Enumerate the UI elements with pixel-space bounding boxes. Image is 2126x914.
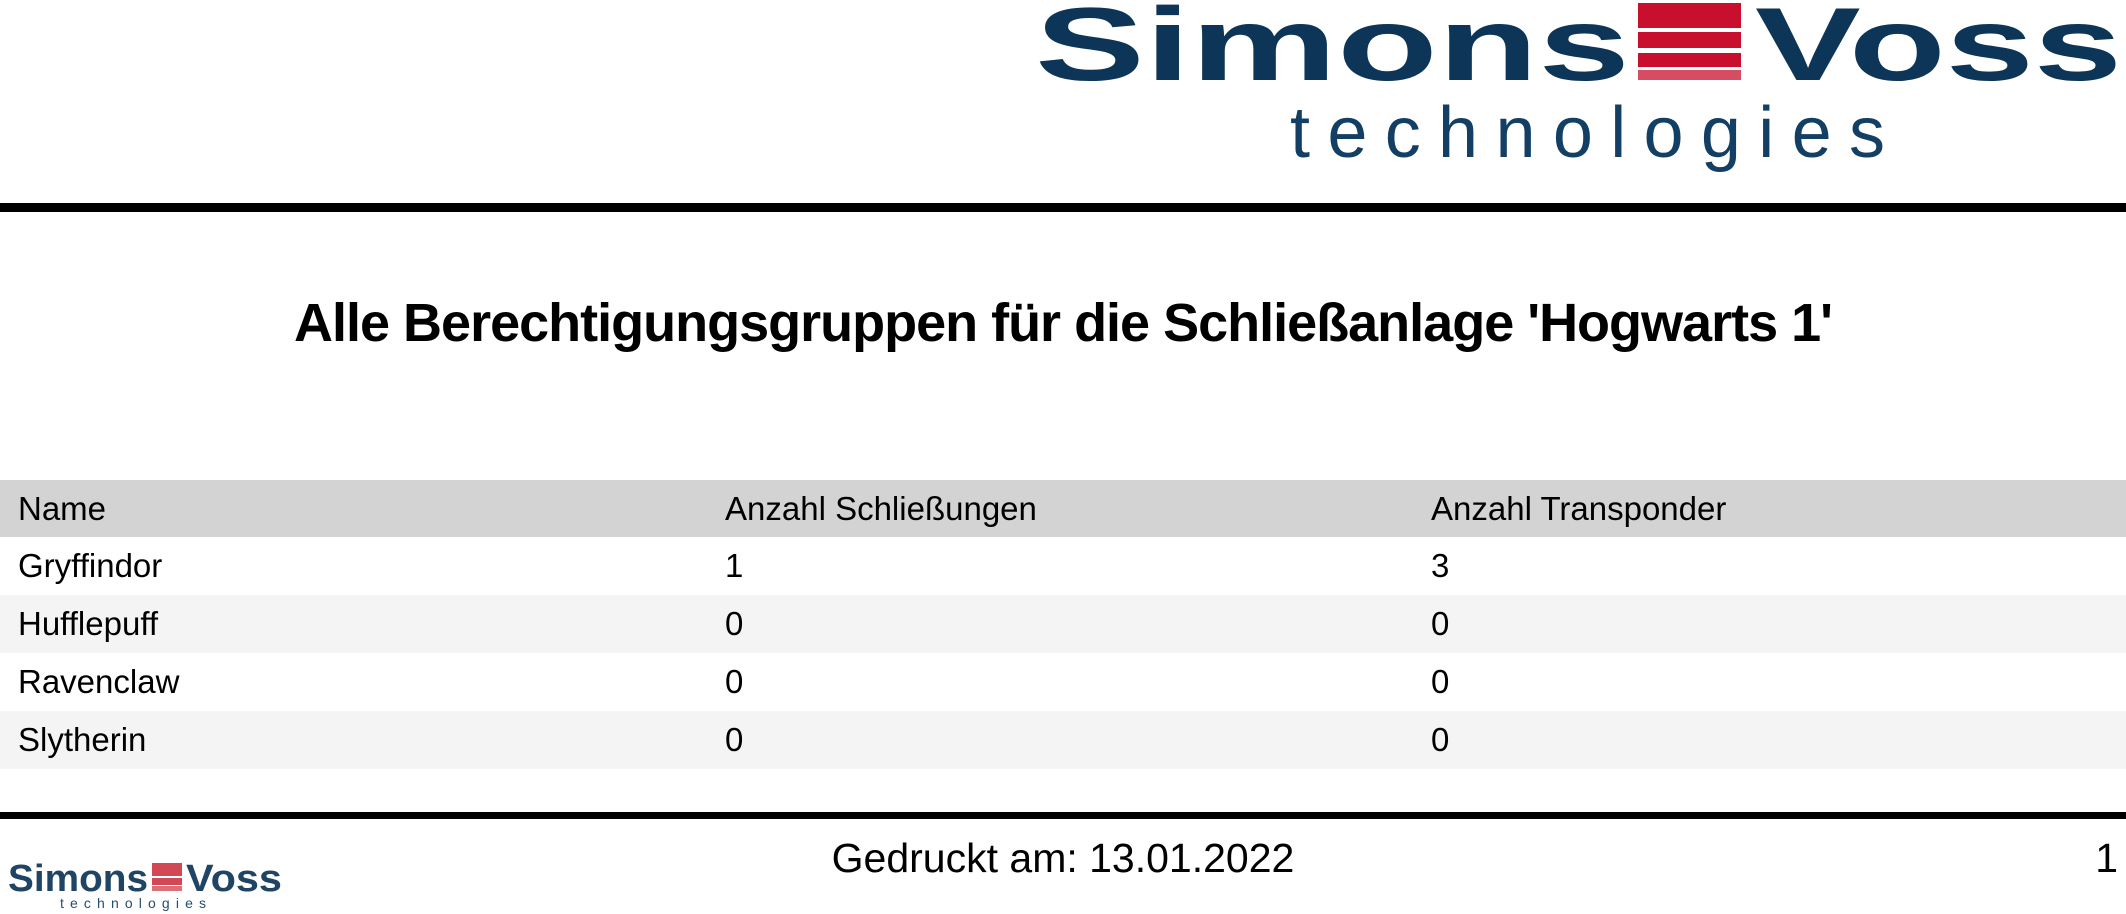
cell-schliessungen: 0 — [725, 605, 744, 642]
footer-logo-word-voss: Voss — [186, 858, 282, 900]
simonsvoss-footer-logo: Simons Voss technologies — [8, 858, 282, 911]
page-title: Alle Berechtigungsgruppen für die Schlie… — [294, 293, 1833, 353]
cell-schliessungen: 0 — [725, 663, 744, 700]
page-number: 1 — [2095, 835, 2118, 881]
cell-name: Gryffindor — [18, 547, 163, 584]
logo-red-bars-icon — [1638, 3, 1741, 80]
cell-transponder: 0 — [1431, 605, 1450, 642]
cell-schliessungen: 0 — [725, 721, 744, 758]
footer-logo-word-simons: Simons — [8, 858, 148, 900]
footer-divider-rule — [0, 812, 2126, 819]
header-divider-rule — [0, 203, 2126, 212]
cell-schliessungen: 1 — [725, 547, 744, 584]
column-header-name: Name — [18, 490, 107, 527]
cell-name: Slytherin — [18, 721, 147, 758]
column-header-schliessungen: Anzahl Schließungen — [725, 490, 1037, 527]
table-row: Hufflepuff 0 0 — [0, 595, 2126, 653]
table-row: Gryffindor 1 3 — [0, 537, 2126, 595]
printed-date-label: Gedruckt am: 13.01.2022 — [831, 835, 1295, 881]
cell-transponder: 0 — [1431, 663, 1450, 700]
logo-subtitle: technologies — [1290, 93, 1885, 173]
table-row: Slytherin 0 0 — [0, 711, 2126, 769]
footer-logo-red-bars-icon — [152, 863, 182, 891]
table-header-row: Name Anzahl Schließungen Anzahl Transpon… — [0, 480, 2126, 537]
cell-name: Hufflepuff — [18, 605, 159, 642]
simonsvoss-logo: Simons Voss technologies — [1035, 0, 2122, 173]
cell-name: Ravenclaw — [18, 663, 180, 700]
logo-word-simons: Simons — [1035, 0, 1630, 103]
authorization-groups-table: Name Anzahl Schließungen Anzahl Transpon… — [0, 480, 2126, 769]
cell-transponder: 3 — [1431, 547, 1450, 584]
column-header-transponder: Anzahl Transponder — [1431, 490, 1727, 527]
table-row: Ravenclaw 0 0 — [0, 653, 2126, 711]
logo-word-voss: Voss — [1755, 0, 2122, 103]
cell-transponder: 0 — [1431, 721, 1450, 758]
